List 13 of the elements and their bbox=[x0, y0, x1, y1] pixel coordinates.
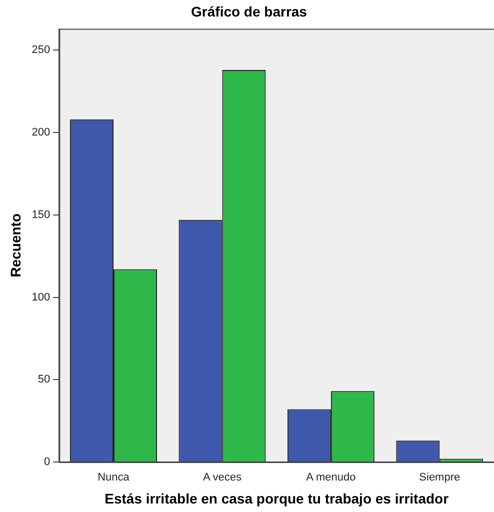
chart-title: Gráfico de barras bbox=[191, 3, 308, 20]
y-tick-label: 200 bbox=[32, 126, 50, 139]
x-axis-title: Estás irritable en casa porque tu trabajo es irritador bbox=[104, 490, 450, 506]
y-axis-title: Recuento bbox=[7, 214, 24, 278]
y-tick-label: 0 bbox=[44, 456, 50, 468]
x-tick-label: A veces bbox=[202, 472, 242, 484]
y-tick-label: 150 bbox=[32, 208, 50, 221]
y-tick-label: 100 bbox=[32, 291, 50, 304]
x-tick-label: Nunca bbox=[98, 472, 130, 484]
x-tick-label: Siempre bbox=[419, 472, 460, 484]
x-tick-label: A menudo bbox=[306, 472, 356, 484]
y-tick-label: 250 bbox=[32, 44, 50, 56]
y-tick-label: 50 bbox=[38, 374, 50, 386]
